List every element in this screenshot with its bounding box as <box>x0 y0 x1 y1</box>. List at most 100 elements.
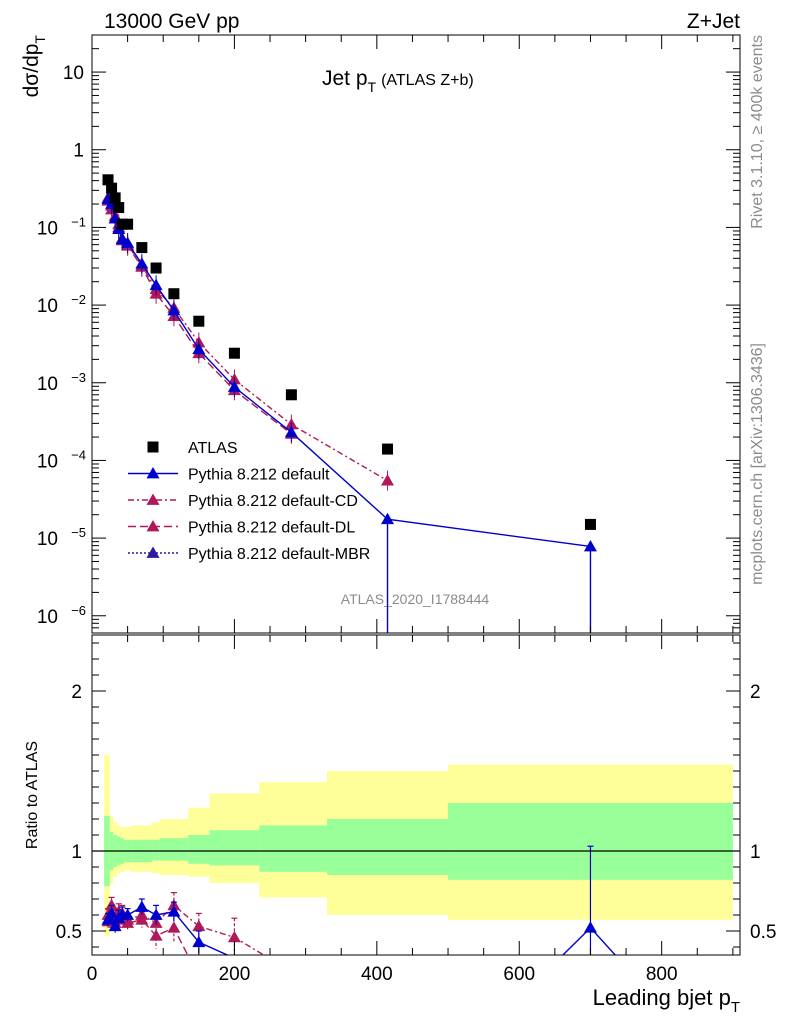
data-point <box>106 182 118 194</box>
main-curves <box>101 174 597 633</box>
y-tick-label: 10 <box>37 529 58 550</box>
ratio-y-tick-label-right: 2 <box>750 682 761 703</box>
legend-item-1: Pythia 8.212 default <box>128 467 330 484</box>
main-point <box>149 278 163 291</box>
data-point <box>584 518 596 530</box>
main-point <box>135 257 149 269</box>
rivet-label: Rivet 3.1.10, ≥ 400k events <box>749 35 766 229</box>
ratio-y-tick-label: 1 <box>71 842 82 863</box>
legend-label: Pythia 8.212 default-CD <box>188 493 358 510</box>
ratio-point <box>105 906 119 919</box>
main-title: Jet pT (ATLAS Z+b) <box>322 67 474 95</box>
inner-band-segment <box>209 830 260 866</box>
y-tick-exponent: −6 <box>71 603 86 618</box>
legend-item-3: Pythia 8.212 default-DL <box>128 520 355 537</box>
main-title-sub: T <box>368 79 377 95</box>
inner-band-segment <box>152 839 160 861</box>
legend-item-4: Pythia 8.212 default-MBR <box>128 546 370 563</box>
data-point <box>113 202 125 214</box>
ratio-y-tick-label: 2 <box>71 682 82 703</box>
main-ylabel-sub: T <box>32 35 48 44</box>
ratio-point <box>105 898 119 911</box>
x-axis-label-text: Leading bjet p <box>593 985 731 1010</box>
legend: ATLAS Pythia 8.212 default Pythia 8.212 de… <box>128 440 370 563</box>
ratio-y-tick-label-right: 0.5 <box>750 922 776 943</box>
x-tick-label: 600 <box>503 964 535 985</box>
data-point <box>193 315 205 327</box>
y-tick-exponent: −3 <box>71 370 86 385</box>
ratio-point <box>192 935 206 948</box>
ratio-y-tick-label: 0.5 <box>56 922 82 943</box>
main-point <box>121 236 135 248</box>
ratio-point <box>108 919 122 932</box>
inner-band-segment <box>326 819 449 875</box>
main-point <box>192 342 206 355</box>
legend-label: Pythia 8.212 default-DL <box>188 520 355 537</box>
ratio-point <box>149 908 163 920</box>
legend-label: Pythia 8.212 default-MBR <box>188 546 370 563</box>
main-axis-ticks: 10 −6 10 −5 10 −4 10 −3 10 −2 10 −1 1 10 <box>37 34 740 634</box>
main-point <box>381 474 395 486</box>
ratio-point <box>101 913 115 925</box>
y-tick-exponent: −2 <box>71 292 86 307</box>
main-series-2 <box>101 187 395 491</box>
inner-band-segment <box>259 825 327 872</box>
header-right: Z+Jet <box>687 10 740 33</box>
main-frame <box>91 34 741 634</box>
data-point <box>285 389 297 401</box>
ratio-frame <box>91 634 741 956</box>
ratio-ylabel: Ratio to ATLAS <box>24 741 41 849</box>
ratio-point <box>227 930 241 943</box>
x-axis-label: Leading bjet pT <box>593 985 740 1016</box>
main-title-text: Jet p <box>322 67 368 90</box>
data-point <box>382 443 394 455</box>
main-point <box>583 539 597 552</box>
data-point <box>109 192 121 204</box>
ratio-y-tick-label-right: 1 <box>750 842 761 863</box>
ratio-point <box>167 921 181 933</box>
analysis-watermark: ATLAS_2020_I1788444 <box>341 591 490 607</box>
y-tick-label: 10 <box>37 296 58 317</box>
inner-band-segment <box>159 838 189 861</box>
x-tick-label: 800 <box>646 964 678 985</box>
y-tick-exponent: −4 <box>71 447 86 462</box>
data-point <box>150 262 162 274</box>
main-ylabel-text: dσ/dp <box>20 44 43 98</box>
ratio-point <box>167 905 181 917</box>
y-tick-exponent: −1 <box>71 214 86 229</box>
legend-item-0: ATLAS <box>147 440 238 457</box>
ratio-point <box>121 908 135 920</box>
ratio-series-0 <box>101 845 617 955</box>
y-tick-label: 10 <box>37 607 58 628</box>
ratio-axis-ticks: 0 200 400 600 800 0.5 0.5 1 1 2 2 <box>56 635 776 985</box>
main-series-line <box>107 197 388 482</box>
legend-marker <box>146 467 160 479</box>
data-point <box>102 174 114 186</box>
main-point <box>284 425 298 438</box>
ratio-point <box>149 929 163 941</box>
legend-item-2: Pythia 8.212 default-CD <box>128 493 358 510</box>
ratio-uncertainty-bands <box>92 755 740 936</box>
main-ylabel: dσ/dpT <box>20 35 48 98</box>
ratio-point <box>192 919 206 932</box>
y-tick-exponent: −5 <box>71 525 86 540</box>
legend-label: ATLAS <box>188 440 238 457</box>
x-tick-label: 200 <box>219 964 251 985</box>
main-point <box>167 304 181 316</box>
data-point <box>136 242 148 254</box>
data-point <box>228 347 240 359</box>
main-point <box>381 512 395 525</box>
ratio-point <box>135 913 149 925</box>
ratio-curves <box>101 845 617 955</box>
header-left: 13000 GeV pp <box>104 10 239 33</box>
legend-marker <box>146 493 160 505</box>
legend-label: Pythia 8.212 default <box>188 467 330 484</box>
y-tick-label: 10 <box>63 63 84 84</box>
main-title-extra: (ATLAS Z+b) <box>381 72 474 89</box>
y-tick-label: 10 <box>37 374 58 395</box>
x-tick-label: 0 <box>87 964 98 985</box>
legend-marker <box>147 441 159 453</box>
y-tick-label: 1 <box>73 141 84 162</box>
x-axis-label-sub: T <box>731 999 740 1016</box>
ratio-point <box>135 900 149 912</box>
